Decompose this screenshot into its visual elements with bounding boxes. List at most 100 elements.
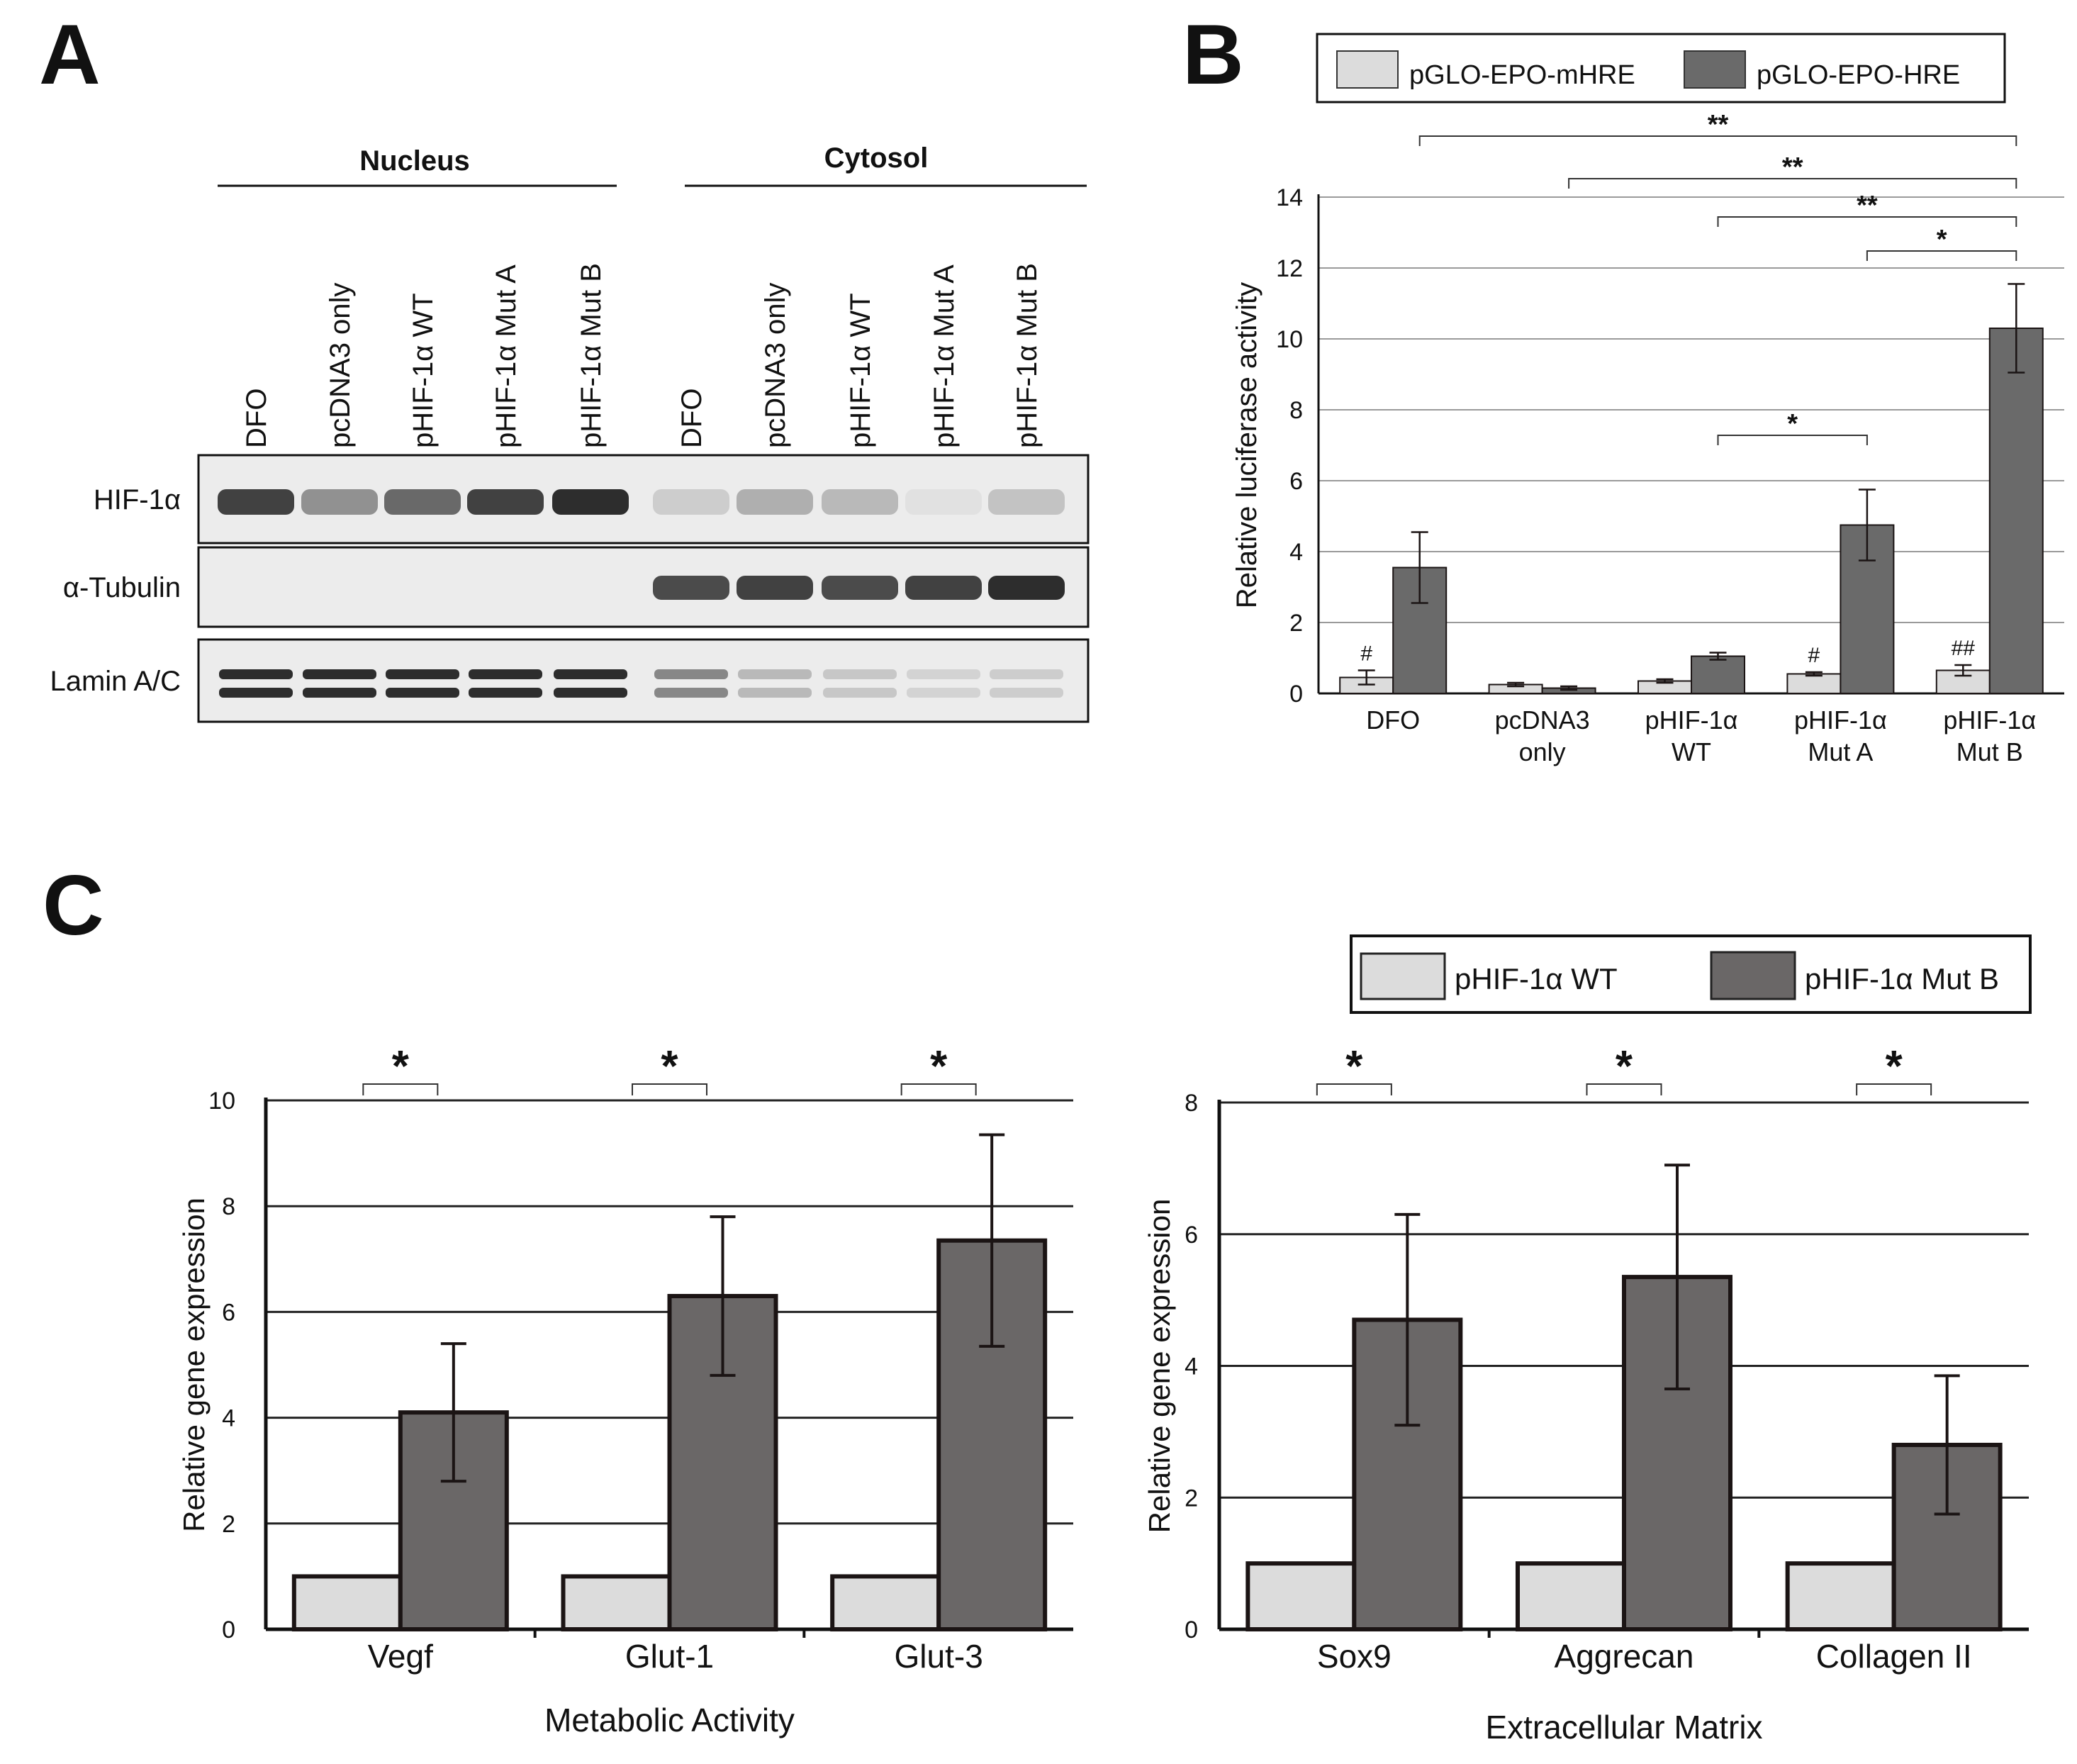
y-axis-label: Relative gene expression: [177, 1198, 211, 1532]
significance-label: *: [1937, 225, 1947, 255]
y-tick-label: 14: [1276, 184, 1303, 211]
significance-bracket: [1866, 250, 2017, 261]
group-label-cytosol: Cytosol: [824, 143, 929, 174]
blot-row-label: Lamin A/C: [50, 666, 181, 697]
hash-mark: #: [1808, 644, 1820, 667]
bar: [561, 1574, 672, 1631]
blot-band: [386, 669, 459, 679]
panel-label-a: A: [39, 7, 101, 102]
blot-band: [990, 688, 1063, 698]
significance-bracket: [1568, 178, 2017, 189]
y-axis-label: Relative luciferase activity: [1231, 282, 1263, 608]
blot-band: [554, 669, 627, 679]
blot-band: [386, 688, 459, 698]
legend-swatch: [1710, 951, 1796, 1000]
bar: [1786, 673, 1842, 694]
blot-band: [823, 688, 897, 698]
significance-label: *: [1345, 1042, 1363, 1091]
hash-mark: ##: [1952, 637, 1976, 660]
blot-band: [653, 489, 729, 515]
y-tick-label: 10: [1276, 326, 1303, 353]
y-tick-label: 6: [222, 1299, 235, 1326]
x-axis-title: Metabolic Activity: [544, 1702, 795, 1738]
blot-band: [905, 576, 982, 600]
significance-bracket: [1418, 135, 2017, 146]
panel-label-c: C: [43, 858, 104, 953]
blot-band: [905, 489, 982, 515]
panel-a-blot: Nucleus Cytosol DFO pcDNA3 only pHIF-1α WT pH…: [50, 143, 1090, 723]
significance-bracket: [1717, 435, 1868, 445]
significance-label: *: [1616, 1042, 1633, 1091]
y-tick-label: 6: [1289, 468, 1303, 495]
category-label: Collagen II: [1816, 1638, 1972, 1675]
y-tick-label: 0: [1289, 681, 1303, 708]
bar: [1785, 1561, 1896, 1631]
bar: [1988, 328, 2044, 694]
blot-band: [301, 489, 378, 515]
category-label: pHIF-1α: [1794, 705, 1887, 735]
blot-band: [552, 489, 629, 515]
significance-bracket: [1717, 216, 2017, 227]
category-label: Glut-1: [625, 1638, 714, 1675]
category-label: pHIF-1α: [1943, 705, 2036, 735]
significance-bracket: [900, 1083, 977, 1095]
y-tick-label: 2: [1185, 1485, 1198, 1512]
y-tick-label: 0: [1185, 1617, 1198, 1643]
blot-band: [737, 576, 813, 600]
blot-band: [653, 576, 729, 600]
legend-label: pHIF-1α WT: [1455, 962, 1618, 995]
hash-mark: #: [1360, 642, 1372, 666]
category-label: Mut B: [1956, 737, 2023, 766]
blot-band: [907, 688, 980, 698]
panel-b-legend: pGLO-EPO-mHRE pGLO-EPO-HRE: [1316, 33, 2006, 104]
significance-bracket: [632, 1083, 707, 1095]
significance-bracket: [1586, 1083, 1662, 1095]
significance-bracket: [1316, 1083, 1392, 1095]
lane-label: pcDNA3 only: [325, 283, 356, 448]
category-label: Aggrecan: [1555, 1638, 1694, 1675]
lane-label: pcDNA3 only: [760, 283, 791, 448]
category-label: Sox9: [1317, 1638, 1392, 1675]
category-label: pcDNA3: [1495, 705, 1590, 735]
panel-c-right-chart: 0 2 4 6 8 Relative gene expression Sox9 Aggreca…: [1143, 1042, 2029, 1746]
bar: [1516, 1561, 1626, 1631]
legend-swatch: [1684, 50, 1746, 89]
blot-band: [219, 688, 293, 698]
bar: [291, 1574, 403, 1631]
y-axis-label: Relative gene expression: [1143, 1199, 1176, 1534]
y-tick-label: 2: [1289, 610, 1303, 637]
category-label: pHIF-1α: [1645, 705, 1738, 735]
blot-band: [822, 489, 898, 515]
legend-label: pHIF-1α Mut B: [1805, 962, 1999, 995]
y-tick-label: 2: [222, 1511, 235, 1538]
blot-band: [384, 489, 461, 515]
significance-label: *: [661, 1042, 678, 1091]
group-label-nucleus: Nucleus: [359, 145, 470, 177]
significance-bracket: [1856, 1083, 1932, 1095]
lane-label: pHIF-1α Mut B: [1012, 263, 1043, 448]
blot-band: [823, 669, 897, 679]
significance-label: **: [1782, 152, 1803, 182]
legend-swatch: [1360, 952, 1446, 1000]
bar: [1691, 655, 1745, 694]
blot-band: [737, 489, 813, 515]
significance-label: **: [1708, 110, 1729, 140]
bar: [1245, 1561, 1357, 1631]
panel-c-legend: pHIF-1α WT pHIF-1α Mut B: [1350, 934, 2032, 1014]
legend-label: pGLO-EPO-mHRE: [1409, 60, 1635, 90]
legend-label: pGLO-EPO-HRE: [1757, 60, 1960, 90]
lane-label: pHIF-1α WT: [845, 293, 876, 448]
blot-band: [469, 669, 542, 679]
blot-band: [218, 489, 294, 515]
category-label: WT: [1672, 737, 1711, 766]
significance-label: *: [1886, 1042, 1903, 1091]
y-tick-label: 6: [1185, 1222, 1198, 1249]
y-tick-label: 10: [208, 1088, 235, 1115]
blot-band: [988, 576, 1065, 600]
blot-membrane: [197, 638, 1090, 723]
blot-band: [554, 688, 627, 698]
legend-box: [1350, 934, 2032, 1014]
blot-band: [303, 688, 376, 698]
panel-c-left-chart: 0 2 4 6 8 10 Relative gene expression Vegf Glut-…: [177, 1042, 1073, 1738]
